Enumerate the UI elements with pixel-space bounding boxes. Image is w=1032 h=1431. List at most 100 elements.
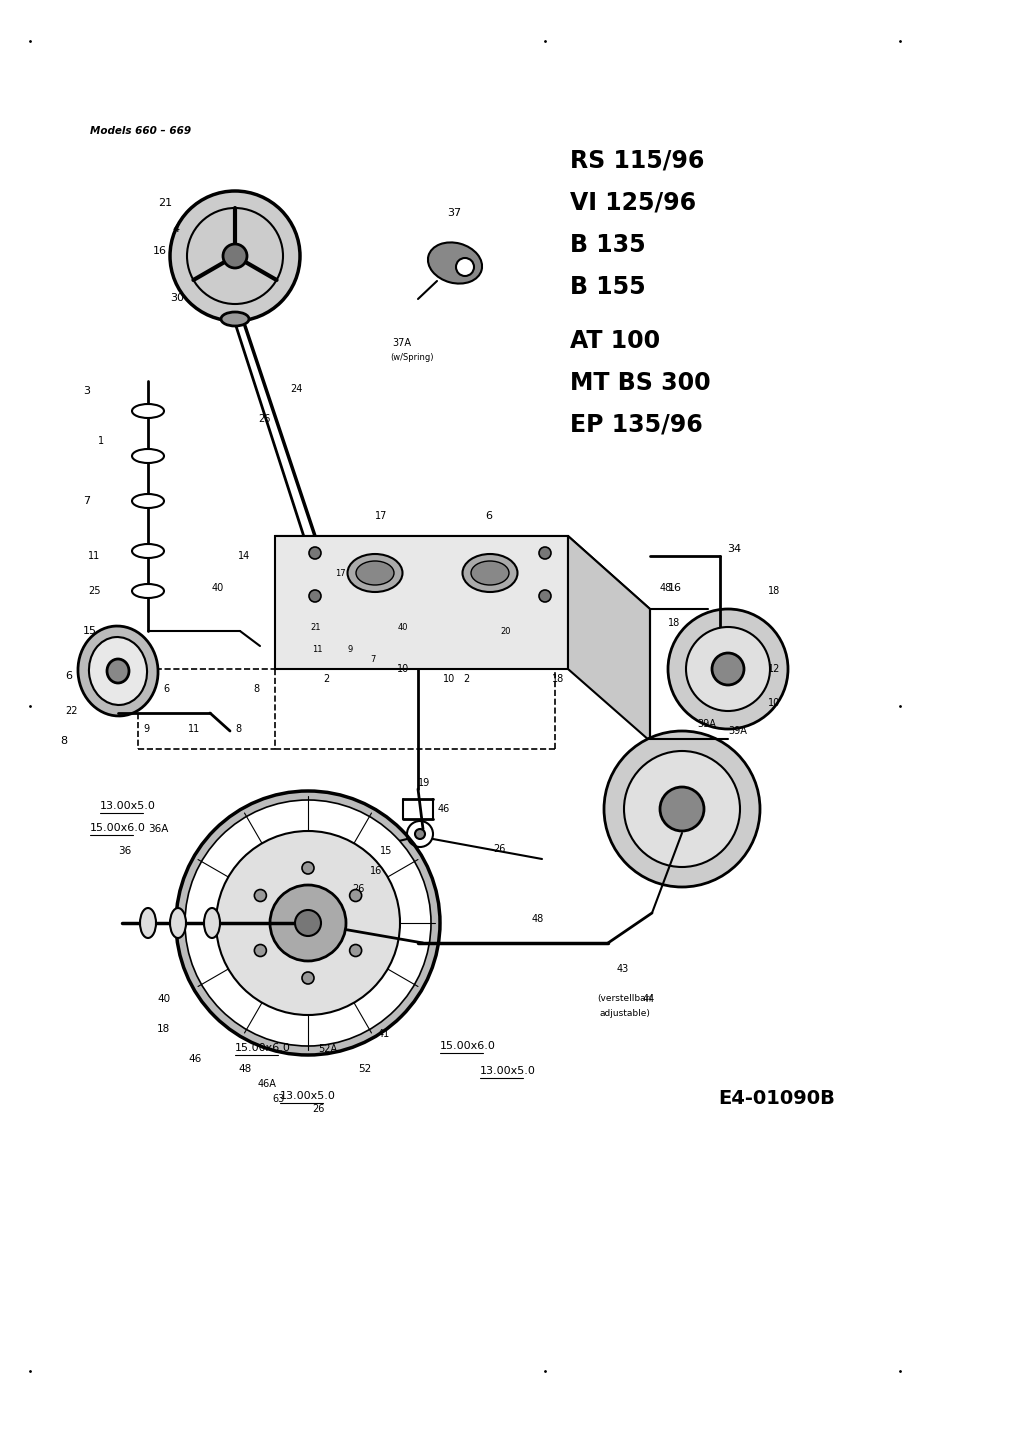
Text: 4: 4: [172, 225, 180, 235]
Ellipse shape: [204, 909, 220, 937]
Ellipse shape: [140, 909, 156, 937]
Text: 37: 37: [447, 207, 461, 218]
Text: 48: 48: [660, 582, 672, 592]
Text: 10: 10: [397, 664, 410, 674]
Ellipse shape: [132, 449, 164, 464]
Ellipse shape: [221, 312, 249, 326]
Text: 6: 6: [163, 684, 169, 694]
Text: 36A: 36A: [148, 824, 168, 834]
Text: 7: 7: [83, 497, 90, 507]
Ellipse shape: [356, 561, 394, 585]
Circle shape: [309, 590, 321, 602]
Ellipse shape: [295, 910, 321, 936]
Text: 15.00x6.0: 15.00x6.0: [235, 1043, 291, 1053]
Circle shape: [539, 547, 551, 560]
Text: 15: 15: [83, 625, 97, 635]
Text: 63: 63: [272, 1095, 284, 1103]
Circle shape: [712, 653, 744, 685]
Text: 21: 21: [310, 624, 321, 633]
Circle shape: [302, 861, 314, 874]
Ellipse shape: [185, 800, 431, 1046]
Text: 2: 2: [463, 674, 470, 684]
Text: 25: 25: [88, 587, 100, 595]
Text: 18: 18: [552, 674, 565, 684]
Text: 39A: 39A: [697, 718, 716, 728]
Circle shape: [350, 944, 361, 956]
Text: 2: 2: [323, 674, 329, 684]
Text: 8: 8: [235, 724, 241, 734]
Text: 16: 16: [153, 246, 167, 256]
Text: 21: 21: [158, 197, 172, 207]
Text: 44: 44: [643, 995, 655, 1005]
Text: 7: 7: [370, 654, 376, 664]
Ellipse shape: [89, 637, 147, 705]
Text: 10: 10: [443, 674, 455, 684]
Text: 13.00x5.0: 13.00x5.0: [280, 1090, 335, 1100]
Ellipse shape: [107, 660, 129, 683]
Text: 40: 40: [212, 582, 224, 592]
Circle shape: [254, 890, 266, 902]
Text: 11: 11: [188, 724, 200, 734]
Ellipse shape: [428, 242, 482, 283]
Circle shape: [456, 258, 474, 276]
Text: VI 125/96: VI 125/96: [570, 190, 697, 215]
Text: 3: 3: [83, 386, 90, 396]
Text: Models 660 – 669: Models 660 – 669: [90, 126, 191, 136]
Text: 26: 26: [258, 414, 270, 424]
Text: EP 135/96: EP 135/96: [570, 414, 703, 436]
Ellipse shape: [270, 884, 346, 962]
Text: 13.00x5.0: 13.00x5.0: [100, 801, 156, 811]
Text: AT 100: AT 100: [570, 329, 660, 353]
Ellipse shape: [216, 831, 400, 1015]
Circle shape: [686, 627, 770, 711]
Text: 19: 19: [418, 778, 430, 788]
Text: 6: 6: [485, 511, 492, 521]
Text: 11: 11: [312, 644, 322, 654]
Text: 46: 46: [438, 804, 450, 814]
Text: 22: 22: [65, 705, 77, 716]
Text: 1: 1: [98, 436, 104, 446]
Circle shape: [604, 731, 760, 887]
Text: 48: 48: [238, 1065, 251, 1075]
Text: 8: 8: [60, 736, 67, 746]
Ellipse shape: [132, 584, 164, 598]
Text: 8: 8: [253, 684, 259, 694]
Text: 13.00x5.0: 13.00x5.0: [480, 1066, 536, 1076]
Circle shape: [223, 245, 247, 268]
Ellipse shape: [132, 494, 164, 508]
Text: 20: 20: [499, 627, 511, 635]
Text: 17: 17: [375, 511, 387, 521]
Ellipse shape: [78, 625, 158, 716]
Ellipse shape: [170, 909, 186, 937]
Text: 34: 34: [727, 544, 741, 554]
Text: 9: 9: [143, 724, 150, 734]
Polygon shape: [568, 537, 650, 741]
Ellipse shape: [471, 561, 509, 585]
Circle shape: [539, 590, 551, 602]
Circle shape: [170, 190, 300, 321]
Text: (verstellbar/: (verstellbar/: [596, 993, 652, 1003]
Ellipse shape: [132, 404, 164, 418]
Text: 6: 6: [65, 671, 72, 681]
Text: 46: 46: [188, 1055, 201, 1065]
Text: 11: 11: [88, 551, 100, 561]
Text: 46A: 46A: [258, 1079, 277, 1089]
Text: (w/Spring): (w/Spring): [390, 353, 433, 362]
Text: 26: 26: [352, 884, 364, 894]
Text: 26: 26: [312, 1103, 324, 1113]
Text: adjustable): adjustable): [600, 1009, 651, 1019]
Text: 24: 24: [290, 384, 302, 394]
Text: 18: 18: [668, 618, 680, 628]
Ellipse shape: [176, 791, 440, 1055]
Ellipse shape: [348, 554, 402, 592]
Text: 52: 52: [358, 1065, 372, 1075]
Text: RS 115/96: RS 115/96: [570, 149, 705, 173]
Polygon shape: [275, 537, 650, 610]
Text: 26: 26: [493, 844, 506, 854]
Text: 16: 16: [370, 866, 382, 876]
Text: 15: 15: [380, 846, 392, 856]
Text: 40: 40: [157, 995, 170, 1005]
Text: 39A: 39A: [728, 726, 747, 736]
Text: B 135: B 135: [570, 233, 646, 258]
Text: 10: 10: [768, 698, 780, 708]
